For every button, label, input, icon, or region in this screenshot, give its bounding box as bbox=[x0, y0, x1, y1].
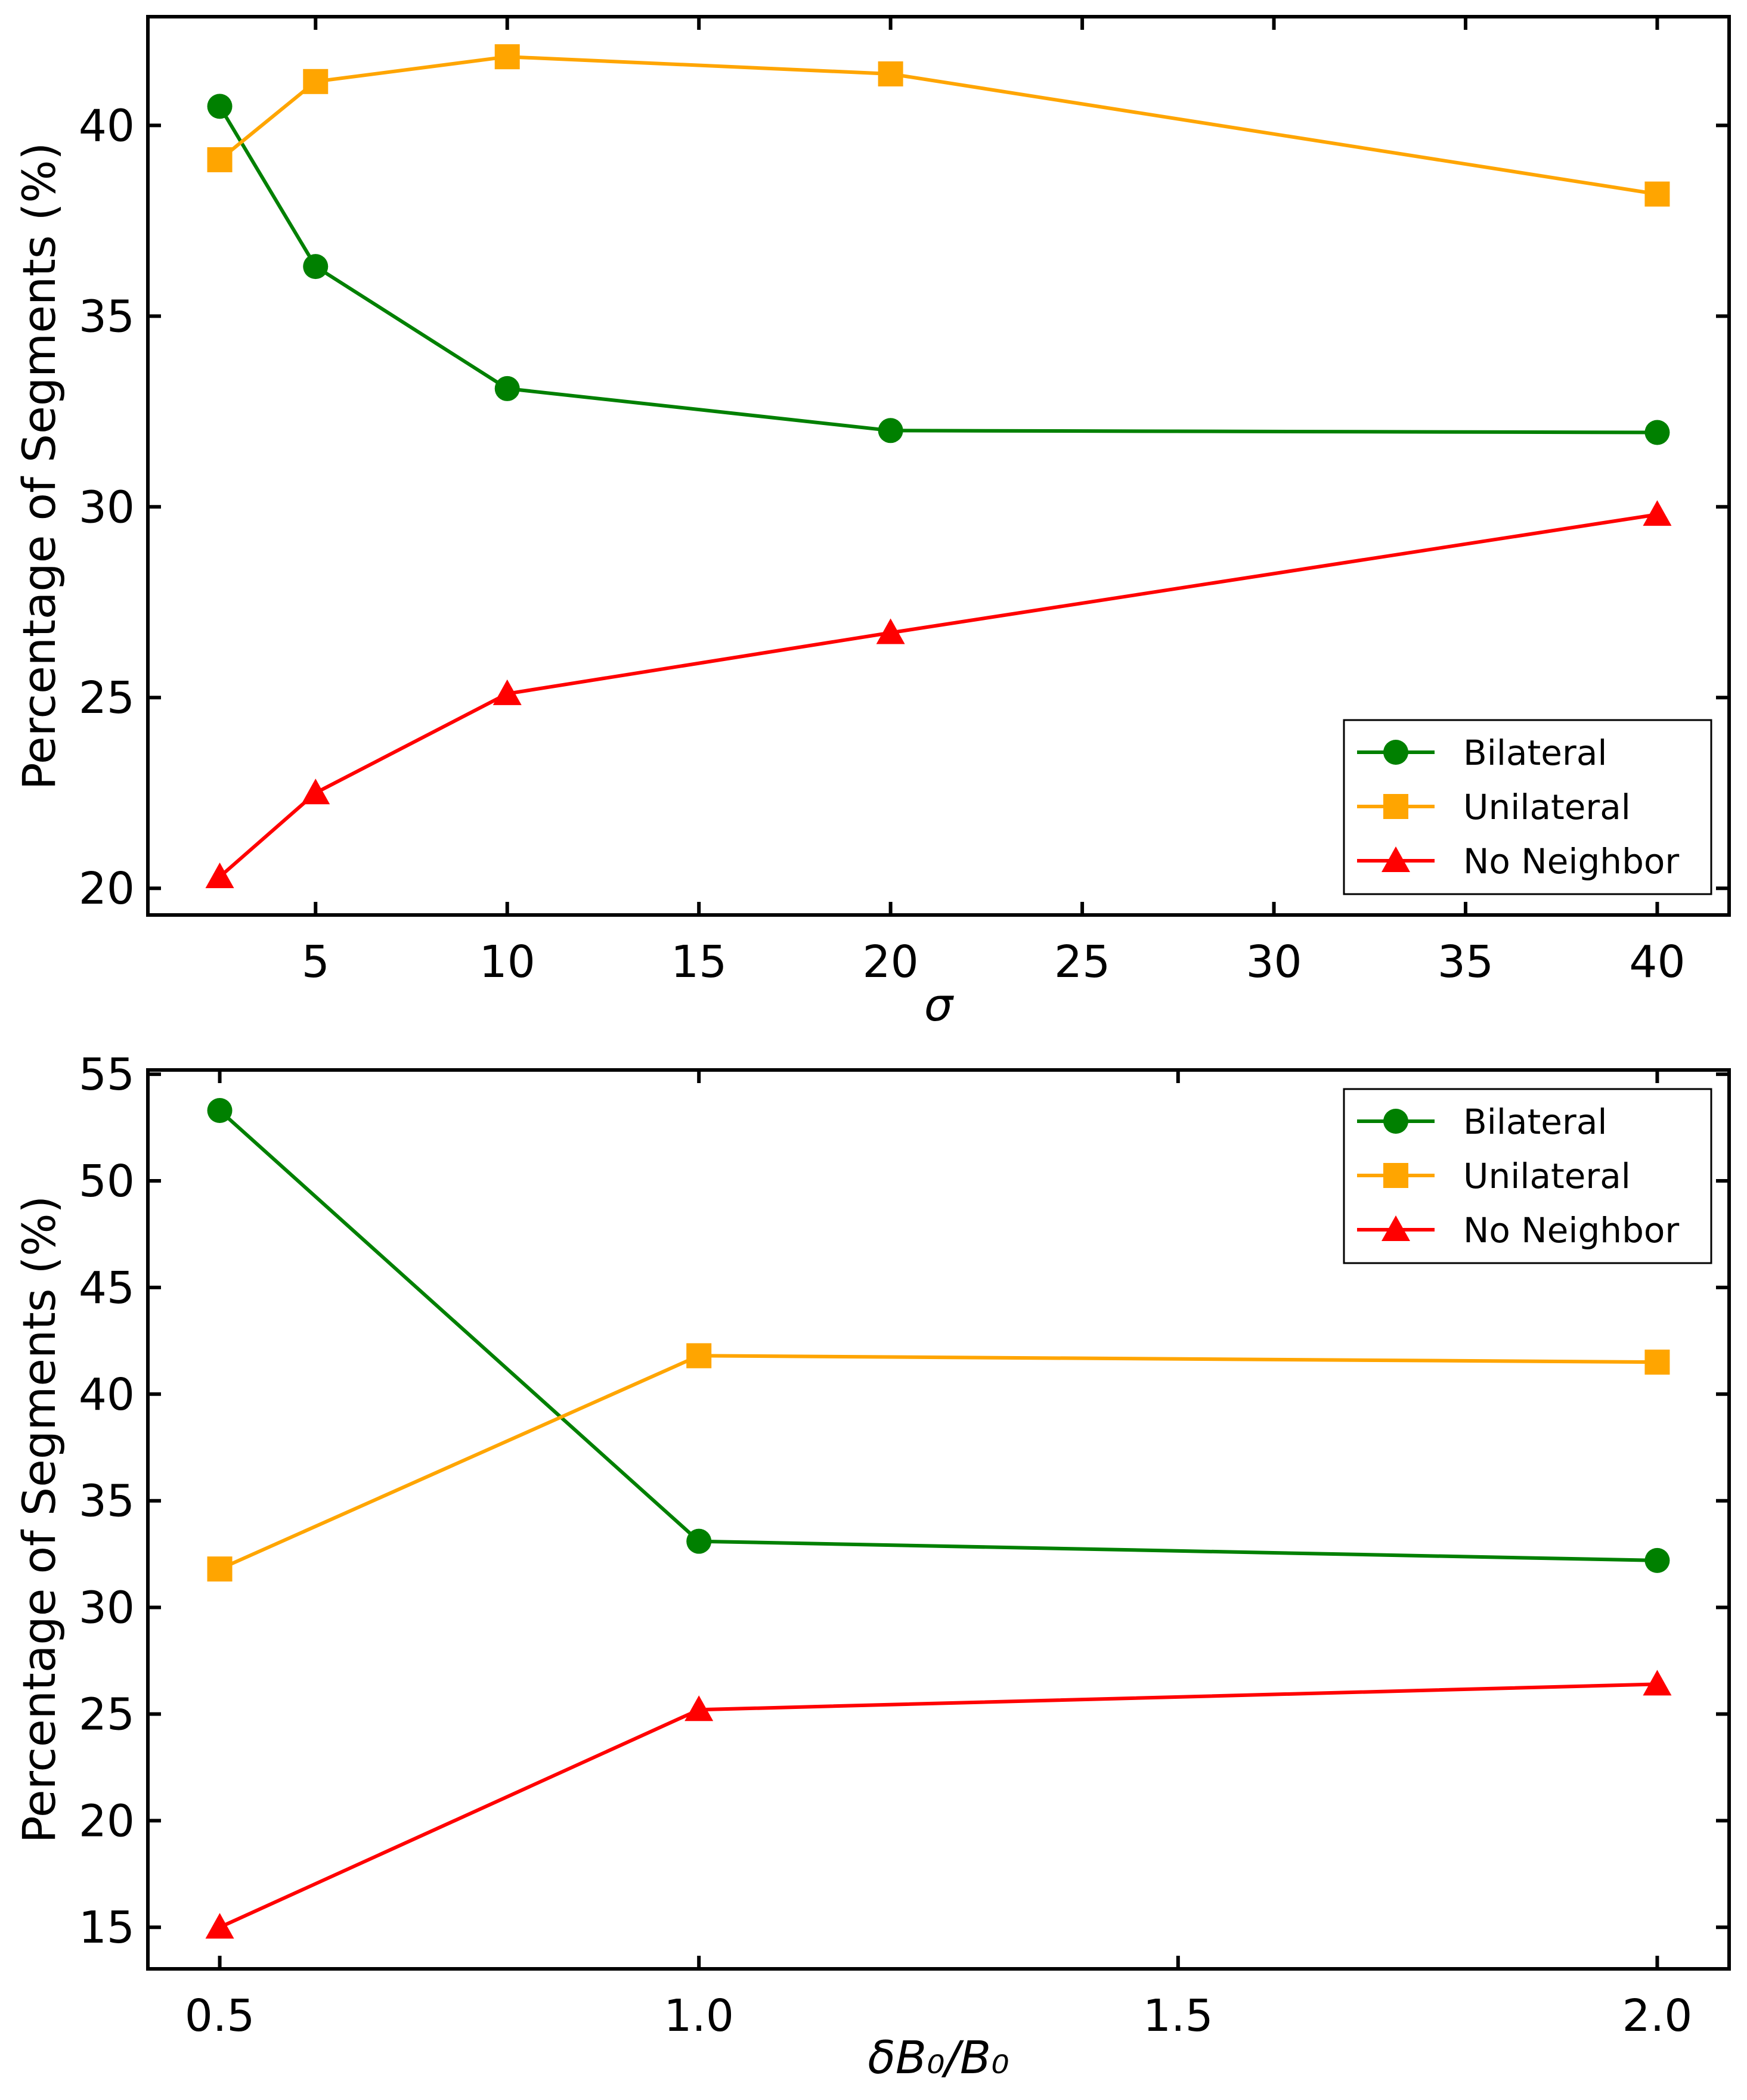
bottom-chart-xtick-label: 1.0 bbox=[664, 1990, 734, 2042]
bottom-chart-bilateral-point bbox=[686, 1528, 712, 1554]
bottom-chart-ylabel: Percentage of Segments (%) bbox=[13, 1196, 66, 1843]
bottom-chart-panel: 0.5 1.0 1.5 2.0 15 20 25 30 35 40 45 50 55 Percentag… bbox=[13, 1049, 1731, 2084]
bottom-chart-no-neighbor-point bbox=[684, 1695, 714, 1721]
top-chart-legend-unilateral-label: Unilateral bbox=[1463, 787, 1631, 827]
bottom-chart-ytick-label: 45 bbox=[79, 1263, 135, 1314]
bottom-chart-unilateral-point bbox=[1644, 1350, 1670, 1375]
bottom-chart-unilateral-line bbox=[219, 1354, 1658, 1571]
top-chart-ylabel: Percentage of Segments (%) bbox=[13, 142, 66, 790]
top-chart-ytick-label: 20 bbox=[79, 863, 135, 914]
top-chart-ytick-label: 25 bbox=[79, 672, 135, 724]
top-chart-xtick-label: 5 bbox=[302, 936, 330, 988]
bottom-chart-legend-no-neighbor-marker bbox=[1382, 1215, 1410, 1241]
top-chart-no-neighbor-point bbox=[1643, 500, 1672, 526]
bottom-chart-no-neighbor-point bbox=[1643, 1670, 1672, 1696]
top-chart-bilateral-point bbox=[878, 418, 903, 443]
bottom-chart-ytick-label: 35 bbox=[79, 1476, 135, 1527]
top-chart-ticks: 5 10 15 20 25 30 35 40 20 25 30 35 40 bbox=[79, 17, 1729, 988]
bottom-chart-unilateral-point bbox=[207, 1556, 233, 1582]
top-chart-no-neighbor-point bbox=[492, 679, 522, 705]
bottom-chart-bilateral-point bbox=[1644, 1547, 1670, 1573]
bottom-chart-legend: Bilateral Unilateral No Neighbor bbox=[1343, 1088, 1712, 1264]
top-chart-xtick-label: 40 bbox=[1629, 936, 1685, 988]
top-chart-no-neighbor-point bbox=[876, 618, 905, 644]
bottom-chart-legend-unilateral-marker bbox=[1383, 1163, 1408, 1188]
bottom-chart-xtick-label: 0.5 bbox=[185, 1990, 255, 2042]
top-chart-xtick-label: 35 bbox=[1438, 936, 1494, 988]
bottom-chart-legend-bilateral-label: Bilateral bbox=[1463, 1102, 1607, 1142]
bottom-chart-unilateral-point bbox=[686, 1343, 712, 1369]
top-chart-unilateral-point bbox=[303, 69, 329, 94]
top-chart-unilateral-point bbox=[878, 61, 903, 86]
top-chart-unilateral-point bbox=[207, 147, 233, 172]
top-chart-unilateral-point bbox=[494, 44, 520, 70]
bottom-chart-no-neighbor-point bbox=[205, 1913, 234, 1939]
bottom-chart-legend-no-neighbor-label: No Neighbor bbox=[1463, 1210, 1679, 1251]
top-chart-xtick-label: 30 bbox=[1246, 936, 1302, 988]
top-chart-xtick-label: 20 bbox=[863, 936, 919, 988]
top-chart-legend-bilateral-marker bbox=[1383, 740, 1408, 765]
bottom-chart-marks bbox=[205, 1097, 1672, 1939]
bottom-chart-ytick-label: 30 bbox=[79, 1583, 135, 1634]
top-chart-bilateral-point bbox=[494, 376, 520, 401]
top-chart-legend-unilateral-marker bbox=[1383, 794, 1408, 819]
top-chart-legend-bilateral-label: Bilateral bbox=[1463, 733, 1607, 773]
bottom-chart-xtick-label: 1.5 bbox=[1143, 1990, 1213, 2042]
top-chart-unilateral-line bbox=[218, 55, 1658, 196]
bottom-chart-ytick-label: 15 bbox=[79, 1902, 135, 1953]
top-chart-legend-no-neighbor-label: No Neighbor bbox=[1463, 841, 1679, 882]
bottom-chart-ytick-label: 20 bbox=[79, 1795, 135, 1847]
top-chart-frame bbox=[146, 15, 1731, 917]
top-chart-legend: Bilateral Unilateral No Neighbor bbox=[1343, 719, 1712, 895]
top-chart-xtick-label: 25 bbox=[1054, 936, 1110, 988]
top-chart-ytick-label: 40 bbox=[79, 100, 135, 151]
bottom-chart-ticks: 0.5 1.0 1.5 2.0 15 20 25 30 35 40 45 50 55 bbox=[79, 1049, 1729, 2042]
top-chart-panel: 5 10 15 20 25 30 35 40 20 25 30 35 40 Percentage of … bbox=[13, 15, 1731, 1031]
top-chart-bilateral-point bbox=[1644, 420, 1670, 445]
bottom-chart-bilateral-point bbox=[207, 1097, 233, 1123]
top-chart-bilateral-point bbox=[207, 94, 233, 119]
bottom-chart-frame bbox=[146, 1068, 1731, 1971]
top-chart-bilateral-line bbox=[218, 105, 1658, 435]
top-chart-no-neighbor-point bbox=[301, 778, 330, 805]
bottom-chart-ytick-label: 55 bbox=[79, 1049, 135, 1100]
bottom-chart-legend-bilateral-marker bbox=[1383, 1109, 1408, 1134]
top-chart-ytick-label: 30 bbox=[79, 482, 135, 533]
top-chart-xtick-label: 10 bbox=[479, 936, 535, 988]
bottom-chart-no-neighbor-line bbox=[219, 1682, 1658, 1929]
bottom-chart-legend-unilateral-label: Unilateral bbox=[1463, 1156, 1631, 1196]
bottom-chart-xtick-label: 2.0 bbox=[1622, 1990, 1693, 2042]
top-chart-no-neighbor-point bbox=[205, 863, 234, 889]
top-chart-legend-no-neighbor-marker bbox=[1382, 846, 1410, 872]
top-chart-xtick-label: 15 bbox=[671, 936, 727, 988]
bottom-chart-xlabel: δB₀/B₀ bbox=[868, 2031, 1009, 2084]
top-chart-bilateral-point bbox=[303, 254, 329, 280]
bottom-chart-ytick-label: 25 bbox=[79, 1689, 135, 1740]
bottom-chart-ytick-label: 50 bbox=[79, 1156, 135, 1207]
top-chart-ytick-label: 35 bbox=[79, 291, 135, 342]
top-chart-marks bbox=[205, 44, 1672, 889]
top-chart-unilateral-point bbox=[1644, 181, 1670, 207]
top-chart-xlabel: σ bbox=[924, 978, 955, 1031]
bottom-chart-ytick-label: 40 bbox=[79, 1369, 135, 1420]
